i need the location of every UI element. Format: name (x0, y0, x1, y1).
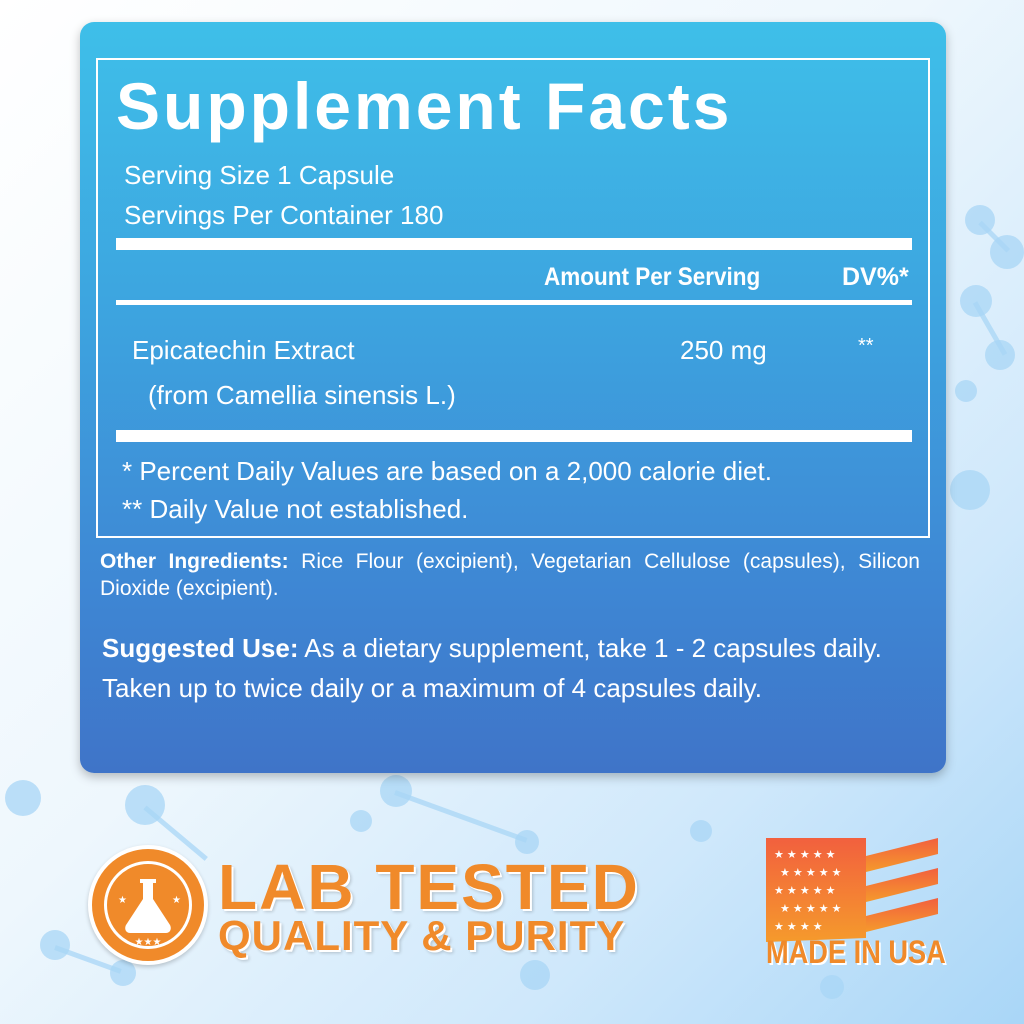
suggested-use-text: As a dietary supplement, take 1 - 2 caps… (102, 633, 882, 703)
lab-tested-text: LAB TESTED (218, 851, 640, 923)
other-ingredients-text: Rice Flour (excipient), Vegetarian Cellu… (100, 550, 920, 600)
serving-size: Serving Size 1 Capsule (124, 160, 395, 190)
svg-text:★ ★ ★ ★ ★: ★ ★ ★ ★ ★ (774, 885, 836, 897)
ingredient-name: Epicatechin Extract (132, 335, 355, 365)
made-in-usa-text: MADE IN USA (766, 934, 946, 970)
facts-box: Supplement Facts Serving Size 1 Capsule … (96, 58, 930, 538)
facts-title: Supplement Facts (116, 69, 733, 143)
other-ingredients-label: Other Ingredients: (100, 550, 289, 573)
suggested-use: Suggested Use: As a dietary supplement, … (102, 628, 922, 708)
servings-per-container: Servings Per Container 180 (124, 200, 444, 230)
svg-text:★ ★ ★ ★ ★: ★ ★ ★ ★ ★ (780, 867, 842, 879)
other-ingredients: Other Ingredients: Rice Flour (excipient… (100, 548, 920, 602)
suggested-use-label: Suggested Use: (102, 633, 299, 663)
usa-flag-icon: ★ ★ ★ ★ ★ ★ ★ ★ ★ ★ ★ ★ ★ ★ ★ ★ ★ ★ ★ ★ ★ ★ … (766, 838, 938, 942)
ingredient-source: (from Camellia sinensis L.) (148, 380, 456, 410)
dv-header: DV%* (842, 263, 909, 291)
quality-purity-text: QUALITY & PURITY (218, 912, 626, 959)
supplement-facts-panel: Supplement Facts Serving Size 1 Capsule … (80, 22, 946, 773)
footnote-2: ** Daily Value not established. (122, 494, 469, 524)
amount-header: Amount Per Serving (544, 263, 761, 291)
footnote-1: * Percent Daily Values are based on a 2,… (122, 456, 772, 486)
svg-text:★: ★ (172, 895, 181, 906)
divider-thick (116, 238, 912, 250)
ingredient-dv: ** (858, 335, 874, 357)
svg-text:★ ★ ★ ★ ★: ★ ★ ★ ★ ★ (780, 903, 842, 915)
svg-text:★ ★ ★ ★: ★ ★ ★ ★ (774, 921, 823, 933)
ingredient-amount: 250 mg (680, 335, 767, 365)
divider-thick-bottom (116, 430, 912, 442)
divider (116, 300, 912, 305)
svg-text:★ ★ ★ ★ ★: ★ ★ ★ ★ ★ (774, 849, 836, 861)
lab-tested-seal: ★★★ ★ ★ (88, 845, 208, 965)
svg-text:★★★: ★★★ (135, 937, 162, 948)
svg-text:★: ★ (118, 895, 127, 906)
flask-icon: ★★★ ★ ★ (118, 879, 181, 948)
